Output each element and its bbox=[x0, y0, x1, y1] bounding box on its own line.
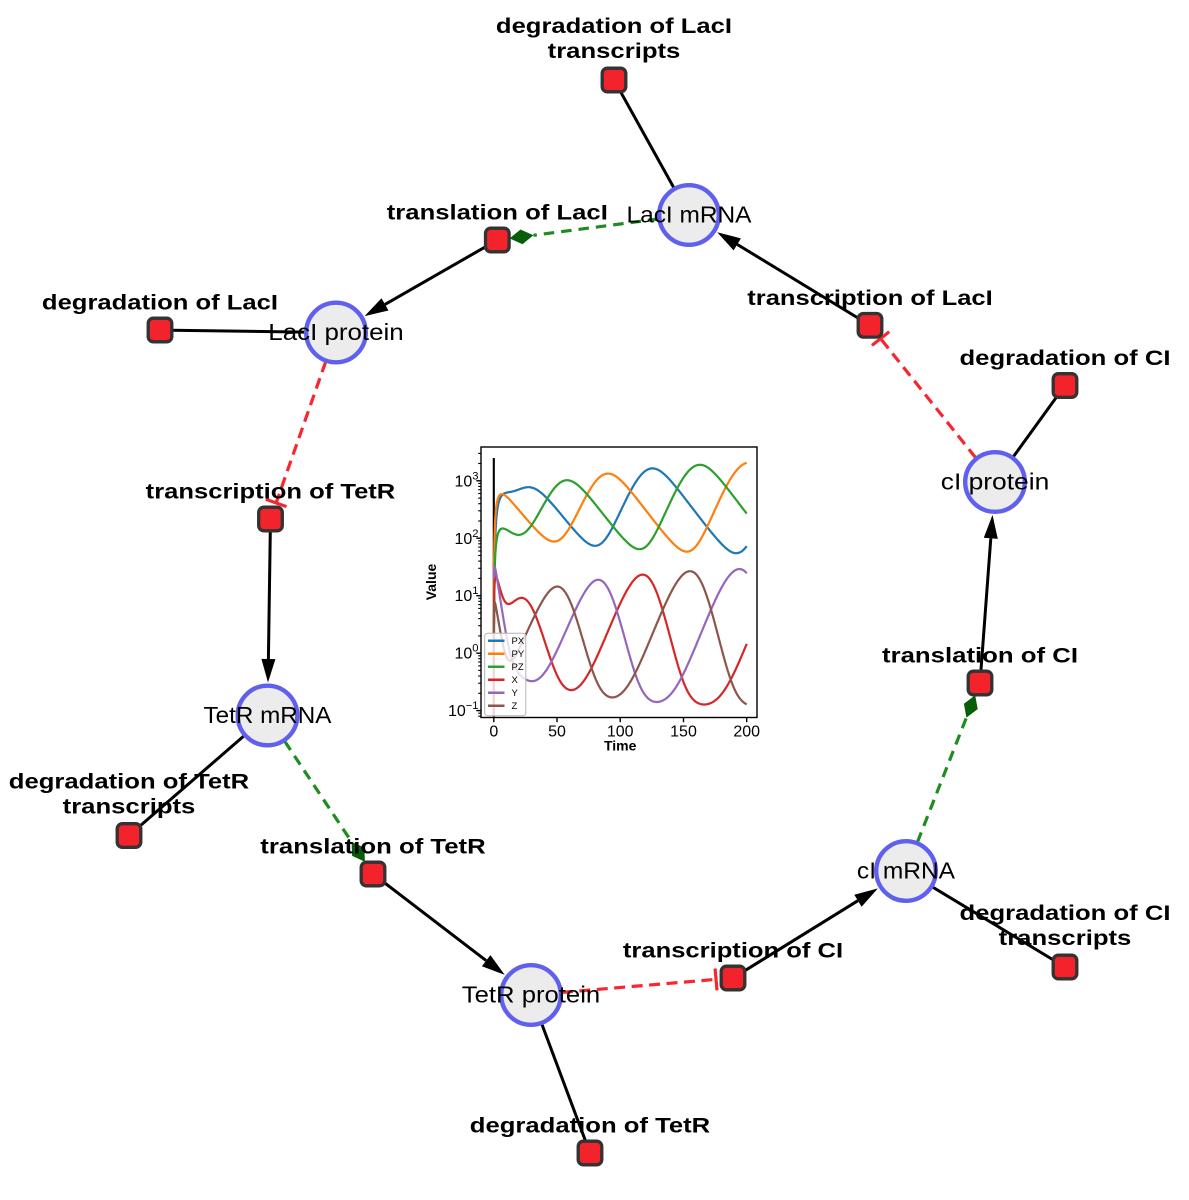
svg-text:Y: Y bbox=[512, 688, 519, 699]
svg-text:Z: Z bbox=[512, 701, 518, 712]
svg-text:translation of TetR: translation of TetR bbox=[260, 835, 486, 859]
svg-text:degradation of LacI: degradation of LacI bbox=[496, 14, 732, 38]
svg-text:degradation of TetR: degradation of TetR bbox=[9, 770, 250, 794]
svg-text:transcripts: transcripts bbox=[999, 926, 1132, 950]
svg-text:TetR protein: TetR protein bbox=[462, 982, 600, 1008]
svg-text:Value: Value bbox=[423, 564, 439, 601]
svg-text:PZ: PZ bbox=[512, 662, 524, 673]
svg-text:200: 200 bbox=[733, 724, 760, 741]
svg-text:transcription of CI: transcription of CI bbox=[623, 939, 843, 963]
svg-text:cI protein: cI protein bbox=[941, 469, 1050, 495]
svg-text:100: 100 bbox=[607, 724, 634, 741]
svg-text:LacI mRNA: LacI mRNA bbox=[627, 202, 753, 228]
svg-text:X: X bbox=[512, 675, 519, 686]
svg-text:transcription of LacI: transcription of LacI bbox=[747, 286, 992, 310]
svg-text:0: 0 bbox=[489, 724, 498, 741]
svg-text:TetR mRNA: TetR mRNA bbox=[204, 702, 333, 728]
svg-text:50: 50 bbox=[548, 724, 566, 741]
svg-text:translation of CI: translation of CI bbox=[882, 644, 1078, 668]
svg-text:PY: PY bbox=[512, 649, 525, 660]
svg-text:transcripts: transcripts bbox=[63, 795, 196, 819]
svg-text:Time: Time bbox=[604, 738, 637, 754]
svg-text:degradation of CI: degradation of CI bbox=[960, 346, 1171, 370]
svg-text:translation of LacI: translation of LacI bbox=[387, 201, 608, 225]
svg-text:150: 150 bbox=[670, 724, 697, 741]
svg-text:LacI protein: LacI protein bbox=[268, 319, 403, 345]
svg-text:transcripts: transcripts bbox=[548, 39, 681, 63]
svg-text:transcription of TetR: transcription of TetR bbox=[146, 480, 396, 504]
svg-text:PX: PX bbox=[512, 636, 525, 647]
svg-text:degradation of CI: degradation of CI bbox=[960, 901, 1171, 925]
svg-text:degradation of TetR: degradation of TetR bbox=[470, 1114, 711, 1138]
svg-text:cI mRNA: cI mRNA bbox=[857, 858, 956, 884]
svg-text:degradation of LacI: degradation of LacI bbox=[42, 291, 278, 315]
